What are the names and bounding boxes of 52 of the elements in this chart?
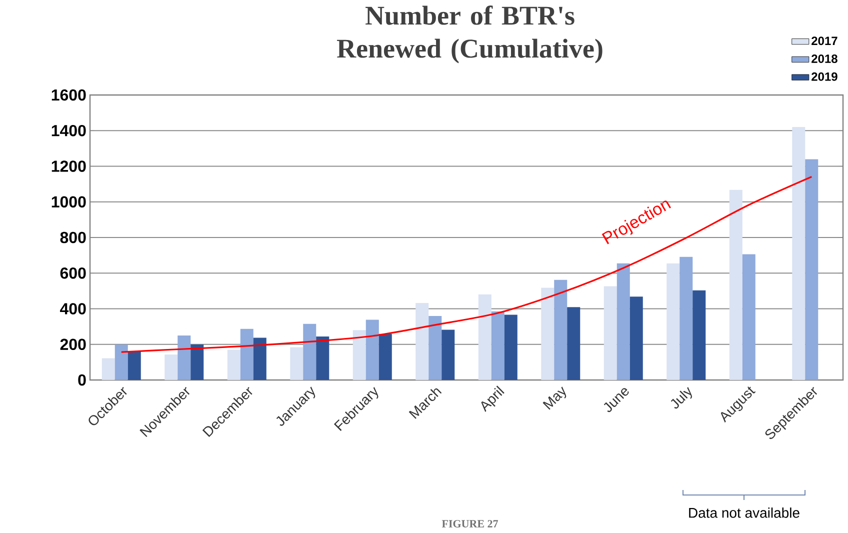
bar <box>805 159 818 380</box>
line-series <box>120 176 812 353</box>
y-tick-label: 600 <box>60 267 86 279</box>
bar <box>491 311 504 380</box>
bar <box>303 324 316 380</box>
bar <box>102 358 115 380</box>
y-tick-label: 800 <box>60 232 86 244</box>
bar <box>114 344 128 380</box>
bar <box>290 347 304 380</box>
text: Data not available <box>689 508 800 518</box>
bar <box>227 350 240 380</box>
y-tick-label: 1200 <box>52 160 86 172</box>
bar <box>567 307 580 380</box>
y-tick-label: 1400 <box>52 124 86 136</box>
bar <box>428 316 442 380</box>
chart-title: Number of BTR's Renewed (Cumulative) <box>336 6 602 64</box>
bar <box>666 263 680 380</box>
bar <box>378 334 392 380</box>
bar <box>604 286 617 380</box>
x-tick-label: May <box>542 386 566 410</box>
y-tick-label: 200 <box>60 338 86 350</box>
y-tick-label: 400 <box>60 303 86 314</box>
bar <box>442 330 455 380</box>
bar <box>616 263 630 380</box>
bar <box>366 320 379 380</box>
bar <box>128 352 141 380</box>
bar <box>541 288 554 380</box>
bar <box>630 296 643 380</box>
bar <box>352 330 366 380</box>
y-tick-label: 1000 <box>52 196 86 208</box>
x-tick-label: July <box>670 386 692 409</box>
bar <box>478 294 492 380</box>
y-tick-label: 0 <box>78 374 86 386</box>
bar <box>178 335 191 380</box>
legend-label: 2019 <box>812 72 838 81</box>
legend-label: 2017 <box>812 36 838 46</box>
y-tick-label: 1600 <box>52 89 86 101</box>
bar <box>316 336 330 380</box>
bar <box>742 254 756 380</box>
bar <box>416 303 429 380</box>
bar <box>190 344 204 380</box>
bar <box>729 190 742 380</box>
bar <box>164 354 178 380</box>
bar <box>692 290 706 380</box>
bar <box>554 280 568 380</box>
bar <box>253 338 266 380</box>
bar <box>504 314 518 380</box>
legend-label: 2018 <box>812 54 838 63</box>
bar <box>240 328 254 380</box>
bar <box>680 256 693 380</box>
bar <box>792 127 806 380</box>
caption: FIGURE 27 <box>442 520 498 528</box>
